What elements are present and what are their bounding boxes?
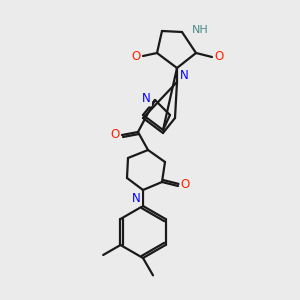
- Text: O: O: [214, 50, 224, 64]
- Text: O: O: [131, 50, 141, 62]
- Text: N: N: [180, 69, 189, 82]
- Text: O: O: [110, 128, 120, 140]
- Text: O: O: [180, 178, 190, 191]
- Text: NH: NH: [192, 25, 209, 35]
- Text: N: N: [142, 92, 151, 106]
- Text: N: N: [132, 192, 141, 205]
